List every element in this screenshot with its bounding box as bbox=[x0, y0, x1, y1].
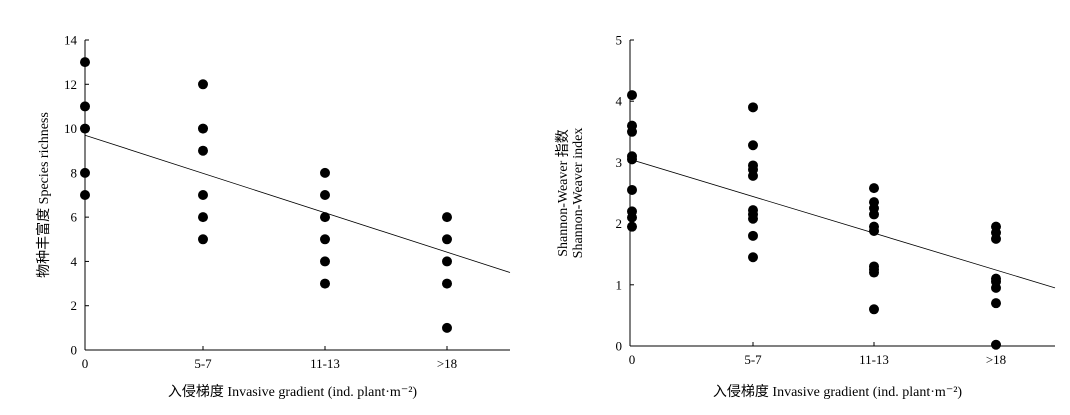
x-tick-label: 0 bbox=[629, 352, 636, 367]
data-point bbox=[442, 278, 452, 289]
x-tick-label: 5-7 bbox=[744, 352, 762, 367]
data-point bbox=[320, 278, 330, 289]
data-point bbox=[991, 298, 1001, 309]
data-point bbox=[198, 234, 208, 245]
y-tick-label: 0 bbox=[71, 343, 78, 358]
data-point bbox=[198, 145, 208, 156]
y-tick-label: 12 bbox=[64, 77, 77, 92]
data-point bbox=[80, 57, 90, 68]
data-point bbox=[442, 212, 452, 223]
y-tick-label: 1 bbox=[616, 277, 623, 292]
data-point bbox=[991, 339, 1001, 350]
data-point bbox=[627, 154, 637, 165]
data-point bbox=[198, 79, 208, 90]
data-point bbox=[748, 140, 758, 151]
y-tick-label: 4 bbox=[71, 254, 78, 269]
data-point bbox=[80, 190, 90, 200]
y-tick-label: 2 bbox=[616, 216, 623, 231]
y-axis-title: Shannon-Weaver index bbox=[571, 128, 586, 259]
data-point bbox=[320, 167, 330, 178]
y-tick-label: 5 bbox=[616, 33, 623, 48]
y-tick-label: 3 bbox=[616, 155, 623, 170]
trend-line bbox=[84, 134, 511, 273]
y-tick-label: 10 bbox=[64, 121, 77, 136]
y-tick-label: 8 bbox=[71, 165, 78, 180]
x-axis-title: 入侵梯度 Invasive gradient (ind. plant·m⁻²) bbox=[168, 383, 417, 400]
data-point bbox=[748, 170, 758, 181]
y-axis-title: Shannon-Weaver 指数 bbox=[555, 129, 571, 257]
data-point bbox=[627, 90, 637, 101]
x-tick-label: >18 bbox=[986, 352, 1006, 367]
data-point bbox=[198, 190, 208, 200]
y-tick-label: 14 bbox=[64, 33, 78, 48]
data-point bbox=[442, 234, 452, 245]
data-point bbox=[320, 256, 330, 267]
data-point bbox=[627, 221, 637, 232]
data-point bbox=[991, 282, 1001, 293]
data-point bbox=[991, 233, 1001, 244]
x-tick-label: 0 bbox=[82, 356, 89, 371]
data-point bbox=[869, 225, 879, 236]
data-point bbox=[80, 167, 90, 178]
data-point bbox=[869, 183, 879, 194]
x-axis-title: 入侵梯度 Invasive gradient (ind. plant·m⁻²) bbox=[713, 383, 962, 400]
data-point bbox=[748, 102, 758, 113]
data-point bbox=[748, 213, 758, 224]
data-point bbox=[627, 126, 637, 137]
y-tick-label: 4 bbox=[616, 94, 623, 109]
y-axis-title: 物种丰富度 Species richness bbox=[35, 112, 52, 278]
data-point bbox=[869, 304, 879, 315]
x-tick-label: 5-7 bbox=[194, 356, 212, 371]
data-point bbox=[320, 212, 330, 223]
data-point bbox=[320, 190, 330, 200]
data-point bbox=[198, 123, 208, 134]
data-point bbox=[320, 234, 330, 245]
data-point bbox=[869, 209, 879, 220]
data-point bbox=[748, 230, 758, 241]
data-point bbox=[198, 212, 208, 223]
data-point bbox=[80, 101, 90, 112]
data-point bbox=[627, 184, 637, 195]
y-tick-label: 6 bbox=[71, 210, 78, 225]
y-tick-label: 2 bbox=[71, 298, 78, 313]
x-tick-label: 11-13 bbox=[310, 356, 340, 371]
data-point bbox=[869, 267, 879, 278]
trend-line bbox=[629, 158, 1056, 289]
x-tick-label: 11-13 bbox=[859, 352, 889, 367]
y-tick-label: 0 bbox=[616, 339, 623, 354]
data-point bbox=[442, 256, 452, 267]
data-point bbox=[442, 322, 452, 333]
data-point bbox=[80, 123, 90, 134]
x-tick-label: >18 bbox=[437, 356, 457, 371]
data-point bbox=[627, 212, 637, 223]
data-point bbox=[748, 252, 758, 263]
